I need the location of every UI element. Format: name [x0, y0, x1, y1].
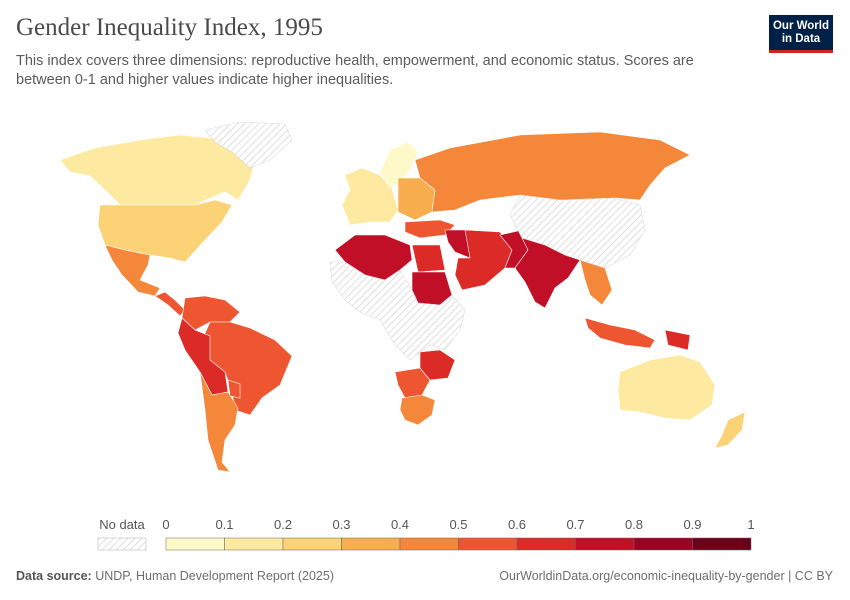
source-text: UNDP, Human Development Report (2025) [95, 569, 334, 583]
map-region-australia[interactable] [617, 354, 716, 421]
map-region-canada[interactable] [59, 134, 256, 206]
footer-url[interactable]: OurWorldinData.org/economic-inequality-b… [499, 569, 833, 583]
color-legend: No data 0 0.1 0.2 0.3 0.4 0.5 0.6 0.7 0.8 0.9 1 [97, 517, 755, 551]
logo-line-2: in Data [781, 33, 821, 45]
legend-bin-2[interactable] [282, 537, 342, 551]
legend-tick-label: 0.3 [332, 517, 350, 532]
legend-tick-label: 0.1 [215, 517, 233, 532]
map-region-turkey[interactable] [404, 219, 456, 239]
legend-tick-label: 0.7 [566, 517, 584, 532]
map-region-argentina-chile[interactable] [199, 371, 239, 473]
map-region-central-africa[interactable] [329, 261, 466, 361]
legend-tick-label: 0.6 [508, 517, 526, 532]
legend-bin-0[interactable] [165, 537, 225, 551]
legend-bin-1[interactable] [224, 537, 284, 551]
legend-tick-label: 1 [747, 517, 754, 532]
map-region-paraguay[interactable] [227, 379, 241, 399]
legend-tick-label: 0.9 [683, 517, 701, 532]
map-region-central-america[interactable] [154, 291, 186, 317]
legend-no-data-label: No data [99, 517, 145, 532]
legend-bin-7[interactable] [575, 537, 635, 551]
world-map [59, 121, 746, 473]
logo-line-1: Our World [772, 20, 829, 32]
map-region-greenland[interactable] [204, 121, 293, 169]
map-region-china[interactable] [509, 194, 646, 269]
legend-bin-4[interactable] [399, 537, 459, 551]
footer-source: Data source: UNDP, Human Development Rep… [16, 569, 334, 583]
map-region-scandinavia[interactable] [379, 141, 419, 189]
map-region-western-europe[interactable] [341, 167, 399, 226]
legend-tick-label: 0 [162, 517, 169, 532]
map-region-south-africa[interactable] [399, 394, 436, 426]
map-region-mexico[interactable] [104, 244, 161, 297]
chart-title: Gender Inequality Index, 1995 [16, 14, 323, 41]
owid-logo[interactable]: Our World in Data [769, 15, 833, 53]
source-label: Data source: [16, 569, 92, 583]
map-region-indonesia[interactable] [584, 317, 656, 349]
legend-bin-3[interactable] [341, 537, 401, 551]
legend-bin-9[interactable] [692, 537, 752, 551]
legend-bin-5[interactable] [458, 537, 518, 551]
map-region-russia[interactable] [414, 131, 691, 213]
legend-no-data-swatch [97, 537, 147, 551]
map-region-papua-new-guinea[interactable] [664, 329, 691, 351]
legend-bin-6[interactable] [516, 537, 576, 551]
url-link[interactable]: OurWorldinData.org/economic-inequality-b… [499, 569, 833, 583]
legend-tick-label: 0.5 [449, 517, 467, 532]
chart-subtitle: This index covers three dimensions: repr… [16, 53, 694, 88]
legend-tick-label: 0.8 [625, 517, 643, 532]
legend-tick-label: 0.4 [391, 517, 409, 532]
map-region-zimbabwe-malawi[interactable] [419, 349, 456, 381]
legend-tick-label: 0.2 [274, 517, 292, 532]
legend-bin-8[interactable] [633, 537, 693, 551]
map-region-egypt[interactable] [411, 244, 446, 273]
map-region-new-zealand[interactable] [714, 411, 746, 449]
